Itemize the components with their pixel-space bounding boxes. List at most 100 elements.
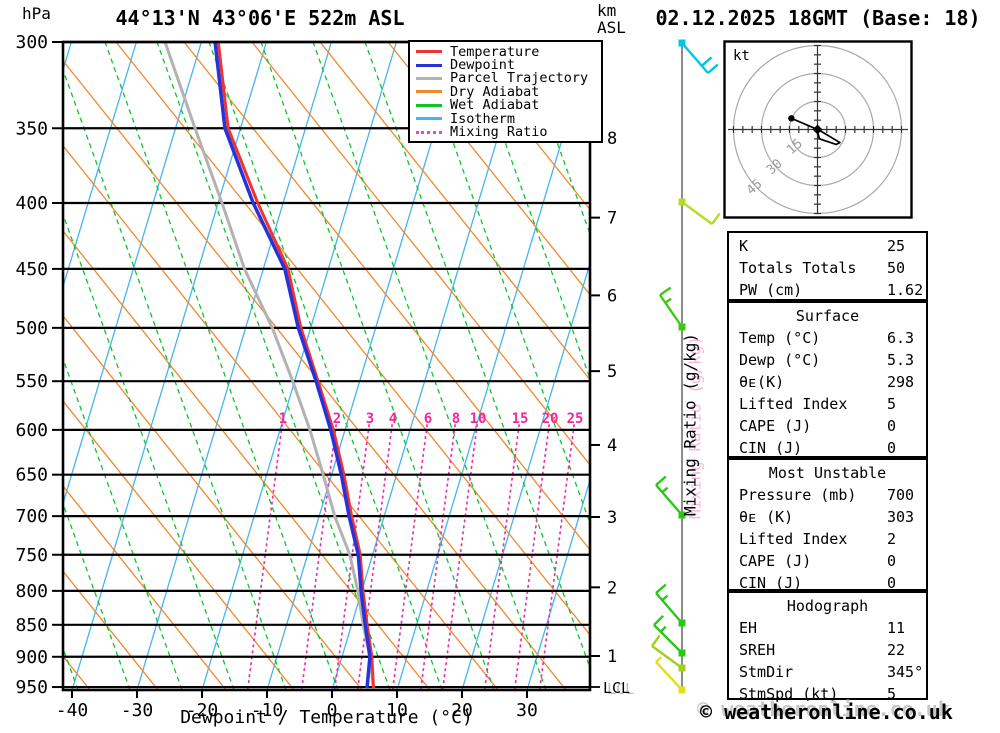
mixing-ratio-value: 4: [389, 411, 397, 427]
panel-row-label: StmDir: [739, 663, 794, 681]
plot-border: [61, 40, 592, 692]
altitude-tick-label: 6: [607, 286, 617, 306]
panel-row: Dewp (°C) 5.3: [739, 349, 926, 371]
legend-swatch-parcel-trajectory: [416, 76, 442, 80]
stats-panel-surface: Surface Temp (°C) 6.3 Dewp (°C) 5.3 θᴇ(K) 298 L…: [727, 301, 928, 458]
altitude-tick-label: 7: [607, 209, 617, 229]
panel-row-value: 0: [887, 439, 897, 457]
stats-panel-most-unstable: Most Unstable Pressure (mb) 700 θᴇ (K) 303 Li…: [727, 458, 928, 592]
legend-label: Dry Adiabat: [450, 83, 540, 100]
parcel-trajectory-curve: [163, 42, 375, 689]
legend-swatch-temperature: [416, 50, 442, 54]
x-axis-title: Dewpoint / Temperature (°C): [180, 707, 473, 728]
wind-barb: [655, 475, 686, 519]
temperature-tick-label: -30: [121, 700, 154, 721]
panel-row: θᴇ(K) 298: [739, 371, 926, 393]
pressure-tick-label: 900: [15, 647, 48, 668]
page-title: 44°13'N 43°06'E 522m ASL: [115, 6, 405, 30]
panel-row-label: Pressure (mb): [739, 486, 857, 504]
panel-row-label: Dewp (°C): [739, 351, 821, 369]
mixing-ratio-value: 15: [512, 411, 529, 427]
legend-label: Temperature: [450, 43, 540, 60]
stats-panel-indices: K 25 Totals Totals 50 PW (cm) 1.62: [727, 231, 928, 301]
panel-title: Surface: [795, 307, 860, 325]
panel-row-label: SREH: [739, 641, 776, 659]
legend-row: Parcel Trajectory: [416, 70, 597, 87]
panel-row-label: CAPE (J): [739, 552, 812, 570]
panel-row-value: 298: [887, 373, 915, 391]
legend-swatch-dewpoint: [416, 63, 442, 67]
panel-row: θᴇ (K) 303: [739, 506, 926, 528]
altitude-tick-label: 8: [607, 129, 617, 149]
temperature-tick-label: -10: [251, 700, 284, 721]
panel-row-label: CIN (J): [739, 439, 803, 457]
temperature-tick-label: 0: [327, 700, 338, 721]
temperature-tick-label: -40: [56, 700, 89, 721]
altitude-tick-label: 3: [607, 508, 617, 528]
pressure-tick-label: 700: [15, 506, 48, 527]
temperature-curve: [216, 42, 375, 689]
mixing-ratio-value: 6: [424, 411, 432, 427]
panel-row-value: 22: [887, 641, 906, 659]
panel-row: Pressure (mb) 700: [739, 484, 926, 506]
panel-row: StmDir 345°: [739, 661, 926, 683]
pressure-tick-label: 550: [15, 371, 48, 392]
legend-label: Parcel Trajectory: [450, 70, 589, 87]
panel-row-label: EH: [739, 619, 758, 637]
panel-row-value: 2: [887, 530, 897, 548]
mixing-ratio-value: 20: [542, 411, 559, 427]
wind-barb: [678, 39, 719, 74]
panel-row-label: Totals Totals: [739, 259, 857, 277]
panel-row-value: 700: [887, 486, 915, 504]
panel-title: Most Unstable: [768, 464, 887, 482]
panel-row: Lifted Index 5: [739, 393, 926, 415]
mixing-ratio-value: 8: [452, 411, 460, 427]
panel-row: PW (cm) 1.62: [739, 279, 926, 301]
wind-barb: [651, 634, 686, 672]
legend-label: Dewpoint: [450, 57, 516, 74]
panel-title: Hodograph: [786, 597, 869, 615]
sounding-curves: [163, 42, 375, 689]
panel-row: Temp (°C) 6.3: [739, 327, 926, 349]
pressure-axis-unit: hPa: [22, 4, 51, 23]
panel-row-value: 50: [887, 259, 906, 277]
wet-adiabat-lines: [63, 42, 590, 690]
panel-row: K 25: [739, 235, 926, 257]
panel-row-value: 0: [887, 552, 897, 570]
hodograph-unit-label: kt: [733, 48, 750, 64]
pressure-tick-label: 950: [15, 677, 48, 698]
temperature-tick-label: 30: [516, 700, 538, 721]
panel-row-value: 11: [887, 619, 906, 637]
wind-barb: [655, 656, 686, 694]
legend-row: Temperature: [416, 43, 597, 60]
legend-label: Isotherm: [450, 110, 516, 127]
altitude-axis: 8 7 6 5 4 3 2 1: [590, 129, 617, 688]
panel-row-label: Lifted Index: [739, 395, 848, 413]
mixing-ratio-lines: [246, 424, 575, 690]
background-lines: [63, 42, 590, 690]
panel-row: Totals Totals 50: [739, 257, 926, 279]
legend-swatch-dry-adiabat: [416, 90, 442, 94]
mixing-ratio-value: 10: [470, 411, 487, 427]
panel-row-value: 5.3: [887, 351, 915, 369]
mixing-ratio-value-labels: 1 2 3 4 6 8 10 15 20 25: [279, 411, 584, 427]
lcl-label: LCL: [603, 679, 631, 697]
panel-row-label: Lifted Index: [739, 530, 848, 548]
mixing-ratio-value: 25: [567, 411, 584, 427]
panel-row-label: StmSpd (kt): [739, 685, 839, 703]
dewpoint-curve: [213, 42, 372, 689]
panel-row: SREH 22: [739, 639, 926, 661]
altitude-tick-label: 5: [607, 362, 617, 382]
legend-swatch-isotherm: [416, 117, 442, 121]
hodograph-trace-start-dot: [788, 115, 795, 122]
legend-swatch-mixing-ratio: [416, 130, 442, 134]
wind-barb: [655, 583, 686, 627]
panel-row: CAPE (J) 0: [739, 415, 926, 437]
pressure-tick-label: 800: [15, 581, 48, 602]
legend-row: Mixing Ratio: [416, 124, 597, 140]
panel-row-label: K: [739, 237, 749, 255]
hodograph-storm-marker: [812, 124, 823, 135]
panel-row-label: PW (cm): [739, 281, 803, 299]
